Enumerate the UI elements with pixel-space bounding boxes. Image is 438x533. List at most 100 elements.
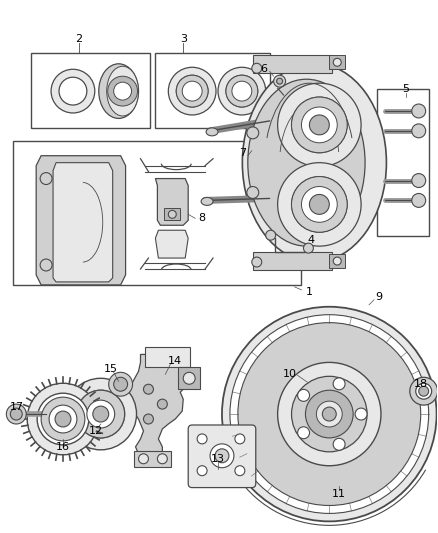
Circle shape bbox=[235, 434, 245, 444]
Bar bbox=[31, 53, 150, 128]
Circle shape bbox=[40, 173, 52, 184]
Text: 11: 11 bbox=[332, 489, 346, 498]
Bar bbox=[134, 451, 171, 467]
Circle shape bbox=[168, 67, 216, 115]
Circle shape bbox=[333, 438, 345, 450]
Text: 4: 4 bbox=[308, 235, 315, 245]
Circle shape bbox=[183, 373, 195, 384]
Circle shape bbox=[215, 449, 229, 463]
Bar bbox=[13, 141, 301, 285]
Circle shape bbox=[144, 384, 153, 394]
Text: 1: 1 bbox=[306, 287, 313, 297]
Text: 2: 2 bbox=[75, 35, 82, 44]
Circle shape bbox=[11, 408, 22, 420]
Circle shape bbox=[333, 58, 341, 66]
Circle shape bbox=[230, 314, 429, 513]
Bar bbox=[329, 55, 345, 69]
Circle shape bbox=[41, 397, 85, 441]
Circle shape bbox=[138, 454, 148, 464]
Text: 15: 15 bbox=[104, 365, 118, 374]
Polygon shape bbox=[36, 156, 126, 285]
Circle shape bbox=[114, 82, 131, 100]
Text: 12: 12 bbox=[89, 426, 103, 436]
Circle shape bbox=[252, 63, 262, 73]
Circle shape bbox=[59, 77, 87, 105]
Ellipse shape bbox=[206, 128, 218, 136]
Text: 14: 14 bbox=[168, 357, 182, 366]
Circle shape bbox=[412, 104, 426, 118]
Circle shape bbox=[247, 127, 259, 139]
Polygon shape bbox=[53, 163, 113, 282]
Circle shape bbox=[7, 404, 26, 424]
Circle shape bbox=[93, 406, 109, 422]
Ellipse shape bbox=[99, 64, 138, 118]
Text: 7: 7 bbox=[239, 148, 247, 158]
Circle shape bbox=[108, 76, 138, 106]
Circle shape bbox=[416, 383, 431, 399]
Circle shape bbox=[297, 390, 310, 401]
Circle shape bbox=[274, 75, 286, 87]
Circle shape bbox=[37, 393, 89, 445]
Ellipse shape bbox=[107, 66, 138, 116]
Circle shape bbox=[247, 187, 259, 198]
Bar bbox=[377, 89, 429, 236]
Ellipse shape bbox=[248, 79, 365, 246]
Circle shape bbox=[114, 377, 127, 391]
Circle shape bbox=[27, 383, 99, 455]
Circle shape bbox=[226, 75, 258, 107]
Circle shape bbox=[301, 107, 337, 143]
Bar bbox=[155, 53, 270, 128]
Circle shape bbox=[77, 390, 124, 438]
Circle shape bbox=[297, 427, 310, 439]
Circle shape bbox=[218, 67, 266, 115]
Polygon shape bbox=[129, 354, 195, 459]
Text: 8: 8 bbox=[198, 213, 205, 223]
Bar bbox=[145, 348, 190, 367]
Circle shape bbox=[157, 454, 167, 464]
Circle shape bbox=[168, 211, 176, 219]
Circle shape bbox=[309, 115, 329, 135]
Circle shape bbox=[316, 401, 342, 427]
Polygon shape bbox=[155, 230, 188, 258]
Circle shape bbox=[197, 434, 207, 444]
Circle shape bbox=[410, 377, 438, 405]
Circle shape bbox=[412, 174, 426, 188]
Circle shape bbox=[333, 378, 345, 390]
FancyBboxPatch shape bbox=[188, 425, 256, 488]
Bar bbox=[164, 208, 180, 220]
Circle shape bbox=[292, 176, 347, 232]
Circle shape bbox=[292, 376, 367, 452]
Circle shape bbox=[55, 411, 71, 427]
Circle shape bbox=[419, 386, 429, 396]
Text: 6: 6 bbox=[260, 64, 267, 74]
Circle shape bbox=[157, 399, 167, 409]
Circle shape bbox=[109, 373, 133, 396]
Text: 17: 17 bbox=[10, 402, 25, 412]
Text: 5: 5 bbox=[403, 84, 409, 94]
Circle shape bbox=[278, 163, 361, 246]
Circle shape bbox=[278, 83, 361, 167]
Circle shape bbox=[226, 75, 258, 107]
Circle shape bbox=[77, 390, 124, 438]
Circle shape bbox=[278, 362, 381, 466]
Circle shape bbox=[49, 405, 77, 433]
Circle shape bbox=[40, 259, 52, 271]
Text: 18: 18 bbox=[413, 379, 428, 389]
Circle shape bbox=[51, 69, 95, 113]
Circle shape bbox=[176, 75, 208, 107]
Text: 13: 13 bbox=[211, 454, 225, 464]
Bar bbox=[253, 55, 332, 73]
Circle shape bbox=[355, 408, 367, 420]
Text: 16: 16 bbox=[56, 442, 70, 452]
Circle shape bbox=[232, 81, 252, 101]
Circle shape bbox=[412, 193, 426, 207]
Circle shape bbox=[305, 390, 353, 438]
Circle shape bbox=[277, 78, 283, 84]
Circle shape bbox=[412, 124, 426, 138]
Circle shape bbox=[292, 97, 347, 153]
Circle shape bbox=[292, 176, 347, 232]
Circle shape bbox=[197, 466, 207, 475]
Bar bbox=[253, 252, 332, 270]
Circle shape bbox=[210, 444, 234, 468]
Circle shape bbox=[144, 414, 153, 424]
